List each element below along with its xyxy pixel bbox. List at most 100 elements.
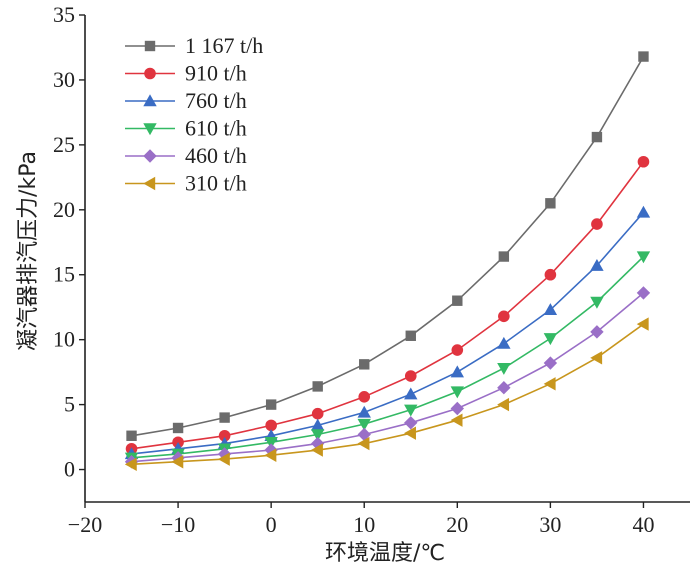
data-point — [404, 426, 416, 440]
data-point — [357, 405, 371, 418]
data-point — [497, 363, 511, 375]
data-point — [219, 412, 230, 423]
x-tick-label: 0 — [266, 512, 277, 537]
data-point — [543, 333, 558, 346]
legend-marker — [143, 123, 157, 136]
data-point — [357, 418, 371, 431]
legend-label: 610 t/h — [185, 116, 247, 141]
data-point — [590, 296, 604, 309]
data-point — [636, 317, 649, 331]
data-point — [357, 436, 370, 451]
legend-item: 310 t/h — [125, 171, 247, 196]
legend-label: 910 t/h — [185, 61, 247, 86]
y-tick-label: 20 — [53, 197, 75, 222]
legend-label: 1 167 t/h — [185, 33, 263, 58]
legend-item: 910 t/h — [125, 61, 247, 86]
data-point — [450, 386, 465, 399]
data-point — [497, 381, 511, 395]
data-point — [310, 429, 325, 442]
data-point — [311, 407, 324, 420]
y-tick-label: 15 — [53, 262, 75, 287]
series-line — [131, 161, 645, 450]
data-point — [497, 397, 510, 412]
data-point — [405, 330, 416, 341]
data-point — [497, 336, 511, 349]
data-point — [451, 344, 464, 356]
data-point — [590, 258, 604, 271]
series-line — [131, 292, 645, 463]
series-0 — [126, 51, 649, 441]
data-point — [637, 155, 650, 168]
series-line — [131, 323, 644, 466]
data-point — [312, 381, 323, 392]
data-point — [591, 218, 603, 230]
legend-marker — [144, 67, 156, 80]
data-point — [310, 443, 323, 457]
data-point — [638, 51, 649, 62]
plot-area — [124, 51, 651, 472]
legend-label: 460 t/h — [185, 143, 247, 168]
data-point — [545, 198, 556, 209]
legend-item: 760 t/h — [125, 88, 247, 113]
y-tick-label: 0 — [64, 457, 75, 482]
legend-marker — [144, 40, 156, 52]
data-point — [404, 370, 417, 382]
data-point — [357, 427, 371, 442]
data-point — [590, 325, 604, 339]
y-axis-title: 凝汽器排汽压力/kPa — [16, 151, 41, 351]
data-point — [358, 391, 371, 403]
x-tick-label: −10 — [161, 512, 195, 537]
series-line — [131, 211, 645, 455]
data-point — [310, 418, 325, 431]
x-tick-label: 20 — [446, 512, 468, 537]
data-point — [543, 356, 558, 370]
x-axis-title: 环境温度/℃ — [325, 541, 445, 566]
data-point — [636, 251, 651, 264]
y-tick-label: 25 — [53, 132, 75, 157]
data-point — [404, 416, 418, 430]
x-tick-label: 10 — [353, 512, 375, 537]
series-1 — [125, 155, 650, 455]
x-tick-label: 30 — [539, 512, 561, 537]
data-point — [265, 399, 277, 410]
data-point — [450, 413, 463, 427]
data-point — [217, 452, 230, 466]
data-point — [498, 251, 510, 262]
legend-marker — [143, 149, 157, 163]
data-point — [359, 359, 370, 370]
data-point — [171, 455, 184, 469]
series-4 — [124, 286, 651, 469]
data-point — [404, 387, 418, 400]
legend-label: 310 t/h — [185, 171, 247, 196]
series-5 — [124, 317, 649, 472]
y-tick-label: 30 — [53, 67, 75, 92]
series-3 — [124, 251, 651, 465]
data-point — [636, 205, 651, 218]
legend-item: 610 t/h — [125, 116, 247, 141]
data-point — [218, 429, 231, 442]
x-tick-label: 40 — [632, 512, 654, 537]
data-point — [543, 303, 558, 315]
data-point — [450, 401, 465, 416]
data-point — [126, 430, 137, 441]
series-line — [131, 256, 645, 459]
axes: −20 −10 0 10 20 30 40 0 5 10 15 20 25 30 35 — [53, 2, 690, 537]
data-point — [498, 310, 510, 323]
data-point — [590, 351, 603, 365]
data-point — [264, 437, 278, 449]
legend-marker — [143, 94, 157, 107]
data-point — [636, 286, 651, 300]
data-point — [450, 365, 465, 378]
data-point — [544, 268, 557, 281]
data-point — [265, 419, 277, 432]
data-point — [264, 448, 277, 462]
legend-label: 760 t/h — [185, 88, 247, 113]
data-point — [452, 295, 463, 306]
data-point — [124, 457, 137, 472]
legend-marker — [143, 176, 156, 191]
data-point — [543, 377, 556, 391]
y-tick-label: 35 — [53, 2, 75, 27]
legend-item: 460 t/h — [125, 143, 247, 168]
data-point — [172, 422, 184, 434]
